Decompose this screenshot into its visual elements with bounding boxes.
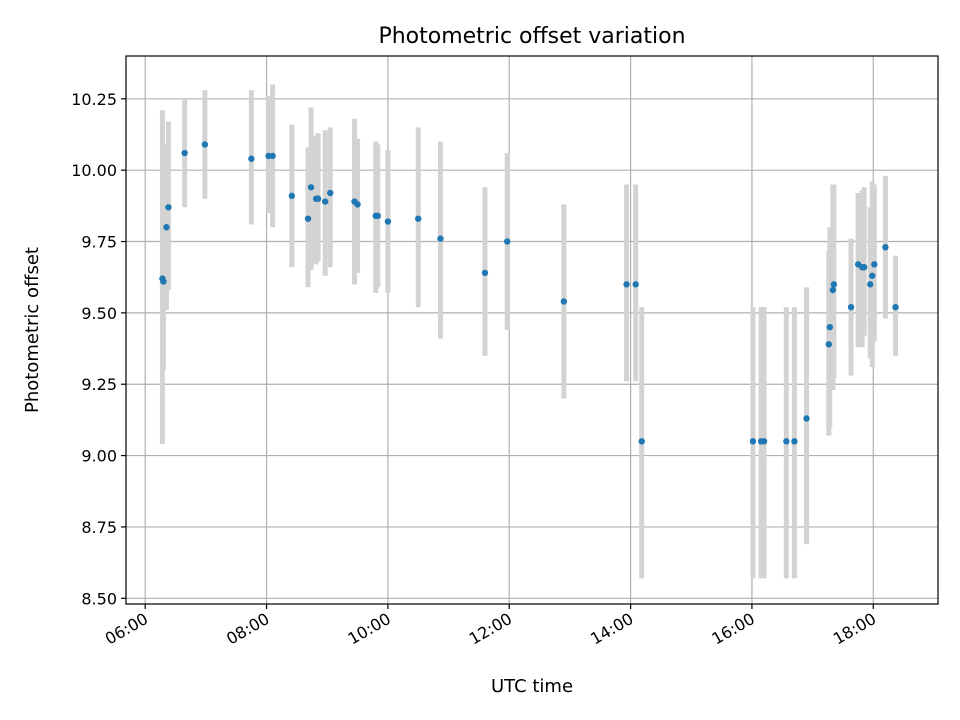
x-tick-label: 14:00 xyxy=(587,609,636,649)
data-point xyxy=(304,215,312,222)
y-tick-label: 10.00 xyxy=(71,161,117,180)
y-axis-label: Photometric offset xyxy=(22,247,43,413)
data-point xyxy=(269,152,276,160)
data-point xyxy=(354,201,361,208)
y-tick-label: 9.75 xyxy=(81,233,117,252)
data-point xyxy=(826,323,834,331)
y-tick-label: 8.50 xyxy=(81,589,117,608)
data-point xyxy=(867,281,874,288)
data-point xyxy=(181,149,188,157)
data-point xyxy=(791,438,798,445)
data-point xyxy=(825,341,832,348)
data-point xyxy=(892,303,899,311)
data-point xyxy=(860,264,868,271)
ticks: 06:00 08:00 10:00 12:00 14:00 16:00 18:00 8.50 8… xyxy=(71,90,879,649)
data-point xyxy=(803,415,810,422)
data-point xyxy=(623,281,630,288)
data-point xyxy=(165,204,172,211)
data-point xyxy=(322,198,329,205)
plot-frame xyxy=(125,55,939,605)
data-point xyxy=(882,244,889,251)
data-point xyxy=(760,438,768,445)
data-point xyxy=(163,224,170,231)
data-point xyxy=(632,281,639,288)
data-point xyxy=(374,212,381,220)
x-tick-label: 12:00 xyxy=(466,609,515,649)
y-tick-label: 10.25 xyxy=(71,90,117,109)
data-point xyxy=(871,261,878,268)
data-point xyxy=(560,298,568,305)
data-point xyxy=(288,192,296,200)
data-point xyxy=(201,141,209,148)
x-tick-label: 16:00 xyxy=(709,609,758,649)
x-tick-label: 06:00 xyxy=(102,609,151,649)
data-point xyxy=(504,238,511,245)
data-point xyxy=(829,286,837,294)
x-tick-label: 10:00 xyxy=(344,609,393,649)
data-point xyxy=(481,269,489,277)
data-point xyxy=(384,218,392,225)
data-point xyxy=(783,438,790,445)
data-point xyxy=(638,438,645,445)
grid xyxy=(126,56,938,604)
y-tick-label: 9.00 xyxy=(81,447,117,466)
y-tick-label: 8.75 xyxy=(81,518,117,537)
data-point xyxy=(749,438,757,445)
data-point xyxy=(248,155,255,162)
data-point xyxy=(847,303,855,311)
data-point xyxy=(327,189,334,197)
y-tick-label: 9.50 xyxy=(81,304,117,323)
data-point xyxy=(415,215,422,222)
data-point xyxy=(437,235,444,242)
x-axis-label: UTC time xyxy=(491,676,573,697)
x-tick-label: 18:00 xyxy=(830,609,879,649)
data-point xyxy=(160,278,167,285)
data-point xyxy=(314,195,322,202)
chart-title: Photometric offset variation xyxy=(378,24,685,49)
data-point xyxy=(830,281,838,288)
data-point xyxy=(869,272,876,279)
data-point xyxy=(307,184,315,191)
data-points xyxy=(159,141,899,445)
x-tick-label: 08:00 xyxy=(223,609,272,649)
y-tick-label: 9.25 xyxy=(81,375,117,394)
